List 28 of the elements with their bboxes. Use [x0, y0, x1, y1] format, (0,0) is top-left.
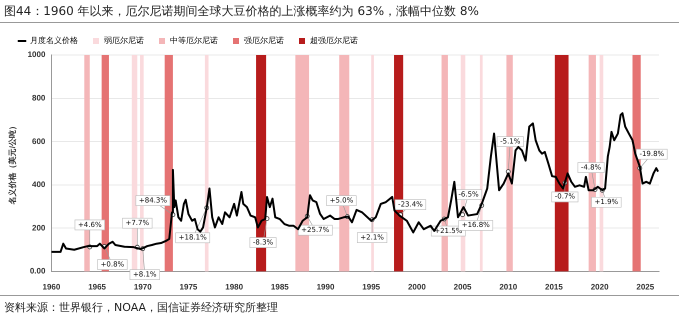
y-tick-label: 800	[32, 93, 46, 102]
x-tick-label: 2010	[499, 282, 518, 292]
x-tick-label: 2025	[636, 282, 655, 292]
x-tick-label: 1960	[42, 282, 61, 292]
x-tick-label: 1995	[362, 282, 381, 292]
y-tick-label: 0.00	[30, 266, 46, 276]
chart-title: 图44：1960 年以来，厄尔尼诺期间全球大豆价格的上涨概率约为 63%，涨幅中位数 8%	[0, 0, 679, 23]
y-tick-label: 1000	[28, 50, 46, 60]
x-tick-label: 1975	[180, 282, 198, 292]
legend-label: 超强厄尔尼诺	[310, 36, 358, 46]
x-tick-label: 2015	[545, 282, 564, 292]
x-tick-label: 2020	[590, 282, 610, 292]
x-tick-label: 1965	[88, 282, 107, 292]
legend-label: 弱厄尔尼诺	[104, 36, 144, 46]
x-tick-label: 1970	[134, 282, 152, 292]
x-tick-label: 1985	[270, 282, 290, 292]
legend-label: 中等厄尔尼诺	[170, 36, 218, 46]
y-tick-label: 400	[32, 180, 46, 190]
legend-label: 强厄尔尼诺	[244, 36, 284, 46]
y-tick-label: 200	[32, 223, 46, 232]
x-tick-label: 2000	[408, 282, 426, 292]
x-tick-label: 1990	[316, 282, 335, 292]
legend-label: 月度名义价格	[30, 36, 78, 46]
x-tick-label: 1980	[225, 282, 244, 292]
text: 资料来源：世界银行，NOAA，国信证券经济研究所整理	[0, 295, 679, 320]
y-axis-title: 名义价格（美元/公吨）	[7, 122, 18, 206]
x-tick-label: 2005	[454, 282, 472, 292]
y-tick-label: 600	[32, 136, 46, 146]
